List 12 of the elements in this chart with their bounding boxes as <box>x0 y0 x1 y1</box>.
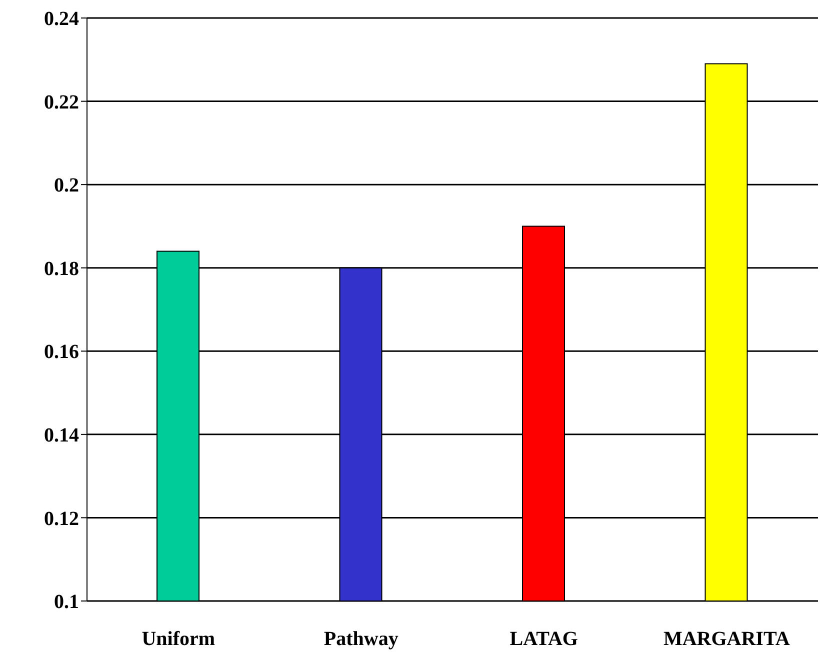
x-tick-label: LATAG <box>510 628 578 650</box>
y-tick-label: 0.18 <box>44 258 79 280</box>
y-tick-label: 0.12 <box>44 508 79 530</box>
y-tick-label: 0.22 <box>44 91 79 114</box>
y-tick-label: 0.24 <box>44 8 79 30</box>
y-tick-label: 0.2 <box>54 174 79 197</box>
y-tick-label: 0.14 <box>44 424 79 447</box>
y-tick-label: 0.1 <box>54 591 79 614</box>
y-tick-label: 0.16 <box>44 341 79 364</box>
x-tick-label: Pathway <box>324 628 398 650</box>
x-tick-label: MARGARITA <box>663 628 790 650</box>
x-tick-label: Uniform <box>142 628 216 650</box>
